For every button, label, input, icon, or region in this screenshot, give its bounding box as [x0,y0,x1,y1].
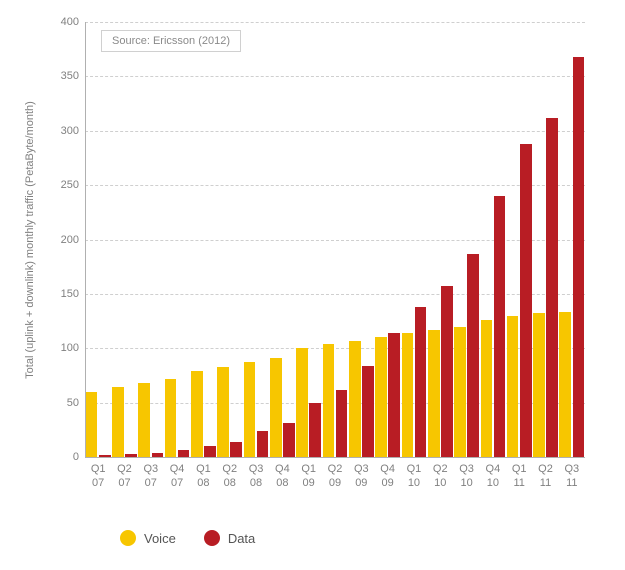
legend-label: Voice [144,531,176,546]
gridline [85,185,585,186]
y-tick-label: 400 [61,16,85,28]
bar-data [309,403,321,457]
bar-voice [138,383,150,457]
gridline [85,294,585,295]
bar-data [230,442,242,457]
y-tick-label: 0 [73,451,85,463]
x-tick-label: Q4 08 [275,457,290,491]
bar-voice [375,337,387,457]
bar-voice [296,348,308,457]
bar-voice [454,327,466,458]
x-tick-label: Q1 11 [512,457,527,491]
x-tick-label: Q3 11 [564,457,579,491]
bar-data [467,254,479,457]
bar-voice [244,362,256,457]
bar-voice [402,333,414,457]
y-tick-label: 300 [61,125,85,137]
legend-swatch-icon [120,530,136,546]
gridline [85,240,585,241]
x-tick-label: Q1 10 [407,457,422,491]
bar-voice [323,344,335,457]
x-tick-label: Q4 07 [170,457,185,491]
bar-data [257,431,269,457]
x-tick-label: Q3 10 [459,457,474,491]
bar-voice [86,392,98,457]
bar-data [388,333,400,457]
y-axis-title: Total (uplink + downlink) monthly traffi… [24,101,36,379]
y-tick-label: 250 [61,179,85,191]
x-tick-label: Q2 08 [222,457,237,491]
bar-voice [507,316,519,457]
bar-voice [533,313,545,457]
x-tick-label: Q2 11 [538,457,553,491]
legend-item-data: Data [204,530,255,546]
legend: Voice Data [120,530,255,546]
y-tick-label: 200 [61,234,85,246]
x-tick-label: Q2 10 [433,457,448,491]
gridline [85,22,585,23]
gridline [85,76,585,77]
x-tick-label: Q2 07 [117,457,132,491]
source-label: Source: Ericsson (2012) [101,30,241,52]
bar-data [362,366,374,457]
bar-voice [217,367,229,457]
x-tick-label: Q1 09 [301,457,316,491]
y-tick-label: 100 [61,342,85,354]
bar-voice [428,330,440,457]
x-tick-label: Q3 09 [354,457,369,491]
bar-data [546,118,558,457]
x-tick-label: Q1 07 [91,457,106,491]
x-tick-label: Q3 08 [249,457,264,491]
bar-data [336,390,348,457]
bar-data [573,57,585,457]
traffic-bar-chart: 050100150200250300350400Q1 07Q2 07Q3 07Q… [85,22,585,457]
bar-data [283,423,295,457]
bar-data [520,144,532,457]
y-tick-label: 150 [61,288,85,300]
legend-swatch-icon [204,530,220,546]
bar-voice [481,320,493,457]
x-tick-label: Q2 09 [328,457,343,491]
bar-voice [112,387,124,457]
bar-data [441,286,453,457]
legend-item-voice: Voice [120,530,176,546]
bar-voice [349,341,361,457]
x-tick-label: Q4 09 [380,457,395,491]
bar-voice [191,371,203,457]
bar-data [204,446,216,457]
x-tick-label: Q1 08 [196,457,211,491]
bar-voice [165,379,177,457]
bar-data [415,307,427,457]
bar-voice [559,312,571,457]
gridline [85,131,585,132]
legend-label: Data [228,531,255,546]
y-tick-label: 350 [61,70,85,82]
bar-voice [270,358,282,457]
x-tick-label: Q3 07 [143,457,158,491]
y-tick-label: 50 [67,397,85,409]
bar-data [494,196,506,457]
x-tick-label: Q4 10 [486,457,501,491]
